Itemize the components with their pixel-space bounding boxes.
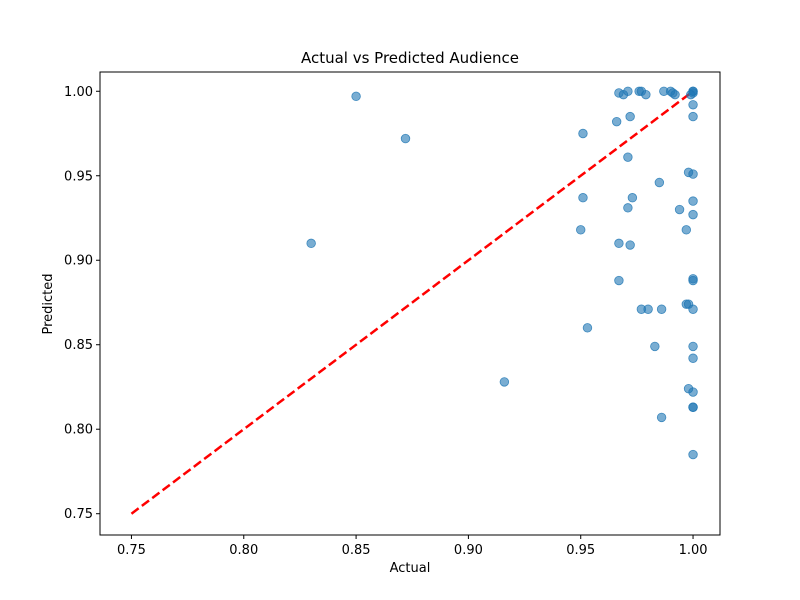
data-point	[578, 193, 588, 203]
data-point	[641, 89, 651, 100]
data-point	[688, 341, 698, 352]
data-point	[400, 133, 411, 144]
x-tick-label: 0.75	[117, 543, 146, 558]
data-point	[623, 86, 633, 96]
data-point	[688, 100, 698, 110]
data-point	[582, 323, 593, 333]
y-axis-ticks: 0.75 0.80 0.85 0.90 0.95 1.00	[64, 85, 100, 522]
data-point	[654, 177, 665, 188]
data-point	[623, 203, 633, 213]
y-tick-label: 0.75	[64, 507, 93, 522]
data-point	[688, 275, 698, 286]
data-point	[674, 204, 685, 215]
data-point	[614, 275, 624, 286]
data-point	[499, 377, 510, 387]
y-axis-label: Predicted	[41, 273, 56, 334]
data-points	[306, 86, 698, 460]
data-point	[614, 238, 624, 249]
data-point	[688, 196, 698, 206]
data-point	[623, 152, 633, 162]
y-tick-label: 0.95	[64, 169, 93, 184]
y-tick-label: 0.85	[64, 338, 93, 353]
data-point	[306, 238, 316, 249]
plot-area-frame	[99, 71, 721, 536]
data-point	[656, 412, 667, 423]
x-tick-label: 1.00	[679, 543, 708, 558]
reference-line-layer	[130, 90, 694, 515]
data-point	[670, 89, 680, 100]
data-point	[688, 169, 698, 179]
x-axis-ticks: 0.75 0.80 0.85 0.90 0.95 1.00	[117, 535, 708, 558]
data-point	[625, 240, 635, 250]
chart-title: Actual vs Predicted Audience	[301, 49, 519, 67]
x-tick-label: 0.95	[566, 543, 595, 558]
data-point	[578, 128, 588, 139]
reference-line	[130, 90, 694, 515]
data-point	[576, 225, 586, 235]
data-point	[688, 387, 698, 397]
data-point	[681, 225, 692, 235]
y-tick-label: 1.00	[64, 85, 93, 100]
data-point	[643, 304, 653, 314]
y-tick-label: 0.90	[64, 254, 93, 269]
data-point	[688, 449, 698, 460]
data-point	[650, 341, 660, 352]
data-point	[688, 304, 698, 314]
x-axis-label: Actual	[390, 561, 431, 576]
y-tick-label: 0.80	[64, 423, 93, 438]
data-point	[688, 111, 698, 122]
x-tick-label: 0.85	[342, 543, 371, 558]
data-point	[688, 209, 698, 220]
data-point	[611, 116, 622, 127]
data-point	[688, 402, 698, 412]
x-tick-label: 0.80	[229, 543, 258, 558]
data-point	[351, 91, 361, 102]
x-tick-label: 0.90	[454, 543, 483, 558]
data-point	[625, 111, 635, 122]
data-point	[688, 353, 698, 363]
data-point	[688, 86, 698, 96]
data-point	[656, 304, 667, 314]
data-point	[627, 193, 638, 203]
